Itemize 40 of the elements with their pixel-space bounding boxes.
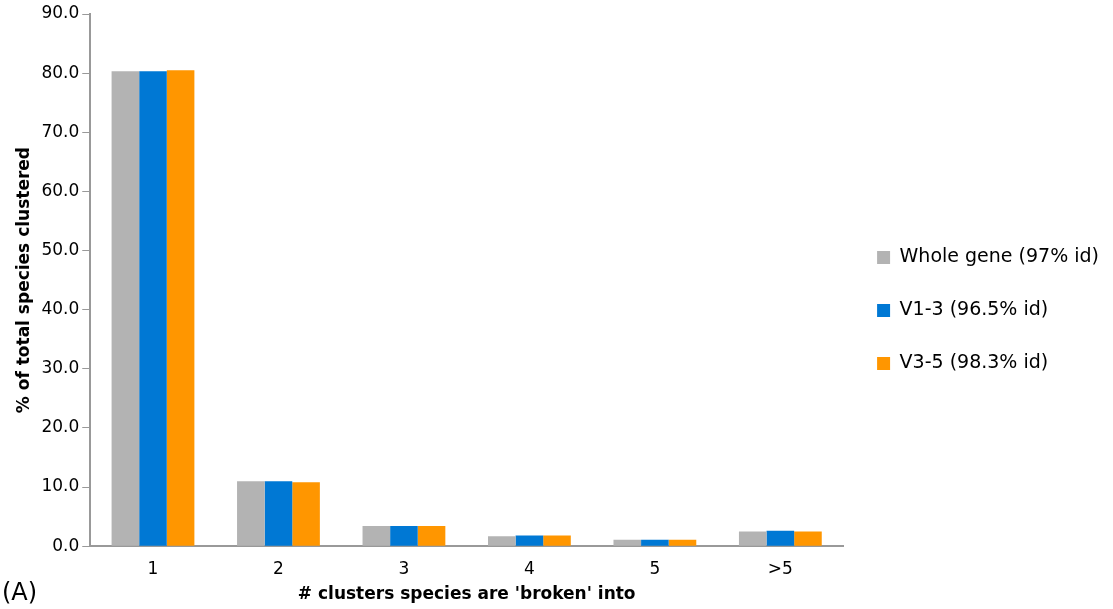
bar [613,539,642,546]
legend-label: Whole gene (97% id) [899,244,1100,267]
bar [390,526,418,546]
bar [641,539,669,546]
bar [794,531,822,546]
y-axis-title: % of total species clustered [12,146,33,414]
x-tick-label: 5 [649,557,661,578]
y-tick-label: 40.0 [41,298,80,319]
y-tick-label: 60.0 [41,179,80,200]
bar [166,70,195,546]
bar [515,535,544,546]
bar [668,539,697,546]
bar [488,536,516,546]
bar [292,482,320,546]
y-tick-label: 30.0 [41,357,80,378]
bar [417,526,446,546]
bar [543,535,571,546]
y-tick-label: 0.0 [52,534,80,555]
x-axis-title: # clusters species are 'broken' into [297,583,636,604]
y-tick-label: 10.0 [41,475,80,496]
bar [111,71,140,546]
bar [766,530,795,546]
legend-label: V1-3 (96.5% id) [899,297,1049,320]
bar [264,481,293,546]
bar [139,71,167,546]
x-tick-label: >5 [767,557,793,578]
y-tick-label: 90.0 [41,2,80,23]
x-tick-label: 4 [523,557,535,578]
y-tick-label: 70.0 [41,120,80,141]
legend-label: V3-5 (98.3% id) [899,350,1049,373]
x-tick-label: 2 [273,557,284,578]
y-tick-label: 20.0 [41,416,80,437]
y-tick-label: 80.0 [41,61,80,82]
x-tick-label: 3 [398,557,410,578]
x-tick-label: 1 [147,557,159,578]
y-tick-label: 50.0 [41,238,80,259]
bar [237,481,265,546]
text: (A) [2,578,38,607]
bar [738,531,767,546]
bar [362,526,391,546]
